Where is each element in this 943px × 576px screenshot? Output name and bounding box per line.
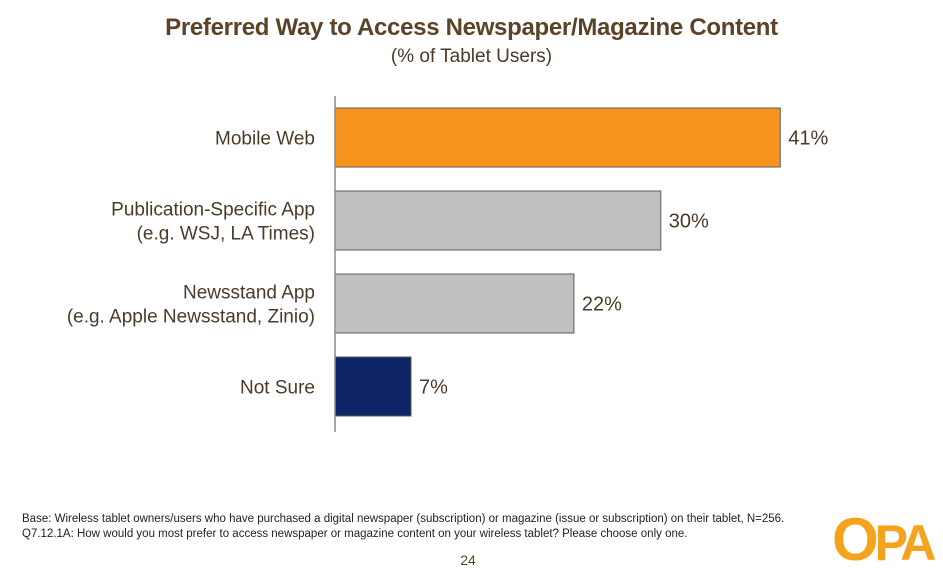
bar-chart: 41% Mobile Web 30% Publication-Specific App… (67, 96, 829, 432)
category-label-3-line-1: Newsstand App (183, 283, 315, 304)
logo-letters-pa: PA (874, 515, 937, 571)
page-number: 24 (460, 552, 476, 568)
logo-letter-o: O (832, 506, 879, 573)
value-label-3: 22% (582, 294, 622, 316)
footnote: Base: Wireless tablet owners/users who h… (22, 513, 785, 540)
bar-4 (334, 356, 412, 417)
category-label-2-line-2: (e.g. WSJ, LA Times) (137, 224, 315, 245)
category-label-2-line-1: Publication-Specific App (111, 200, 315, 221)
chart-subtitle: (% of Tablet Users) (390, 46, 553, 67)
category-label-4: Not Sure (240, 378, 315, 399)
category-label-3-line-2: (e.g. Apple Newsstand, Zinio) (67, 307, 315, 328)
bar-1 (334, 107, 781, 168)
bar-3 (334, 273, 575, 334)
value-label-2: 30% (669, 211, 709, 233)
opa-logo: O PA (832, 506, 937, 573)
value-label-1: 41% (788, 128, 828, 150)
category-label-1: Mobile Web (215, 129, 315, 150)
chart-title: Preferred Way to Access Newspaper/Magazi… (165, 14, 778, 41)
bar-2 (334, 190, 662, 251)
value-label-4: 7% (419, 377, 448, 399)
